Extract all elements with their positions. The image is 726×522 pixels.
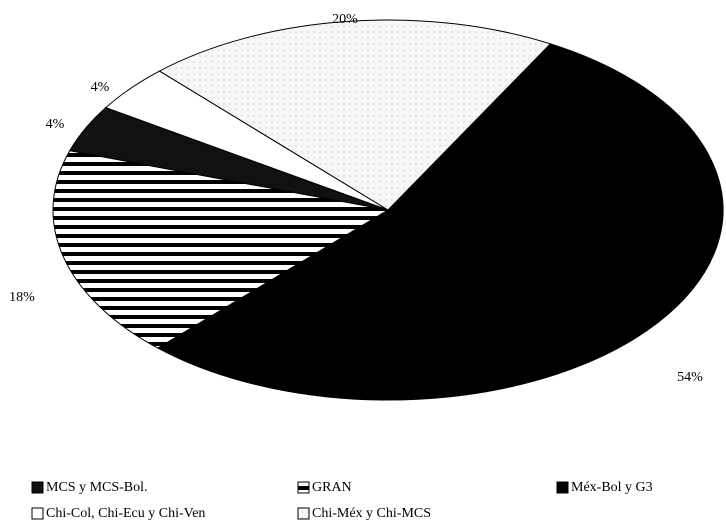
legend-swatch — [31, 507, 44, 520]
legend-label: Méx-Bol y G3 — [571, 480, 653, 495]
legend-label: MCS y MCS-Bol. — [46, 480, 148, 495]
legend-swatch — [31, 481, 44, 494]
legend-swatch — [556, 481, 569, 494]
legend: MCS y MCS-Bol. GRAN Méx-Bol y G3 Chi-Col, C… — [31, 480, 653, 521]
slice-label: 54% — [677, 370, 703, 385]
pie-slice — [52, 150, 390, 349]
legend-swatch — [297, 507, 310, 520]
slice-label: 20% — [332, 12, 358, 27]
pie — [52, 19, 724, 401]
legend-label: Chi-Col, Chi-Ecu y Chi-Ven — [46, 506, 205, 521]
pie-slice — [158, 19, 552, 211]
legend-swatch — [297, 481, 310, 494]
slice-label: 18% — [9, 290, 35, 305]
slice-labels: 54% 18% 4% 4% 20% — [9, 12, 703, 385]
legend-label: Chi-Méx y Chi-MCS — [312, 506, 431, 521]
legend-label: GRAN — [312, 480, 352, 495]
pie-slice — [156, 43, 724, 401]
slice-label: 4% — [91, 80, 110, 95]
slice-label: 4% — [46, 117, 65, 132]
